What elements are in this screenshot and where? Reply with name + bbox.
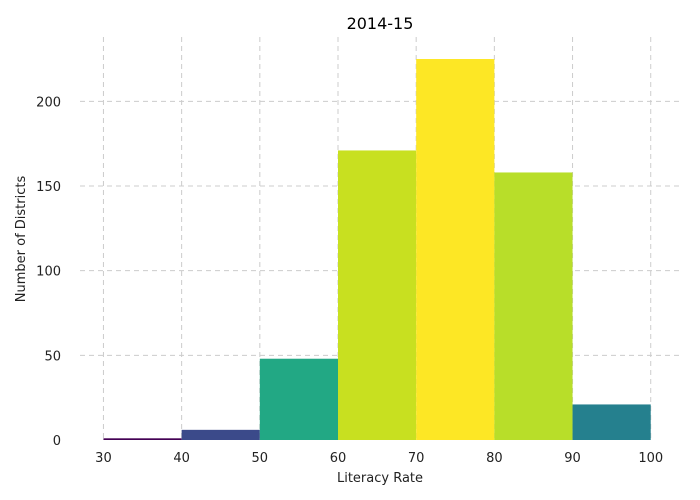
y-axis-title: Number of Districts	[14, 176, 29, 303]
histogram-bar	[338, 150, 417, 440]
x-tick-label: 80	[486, 451, 503, 466]
histogram-bar	[103, 438, 182, 440]
y-tick-label: 200	[36, 95, 61, 110]
y-tick-label: 50	[44, 349, 61, 364]
y-tick-label: 150	[36, 180, 61, 195]
chart-title: 2014-15	[347, 14, 414, 33]
histogram-bar	[494, 172, 573, 440]
x-axis-title: Literacy Rate	[337, 471, 423, 486]
y-tick-label: 100	[36, 265, 61, 280]
x-tick-label: 40	[173, 451, 190, 466]
histogram-bar	[416, 59, 495, 440]
histogram-bar	[181, 429, 260, 440]
x-tick-label: 60	[330, 451, 347, 466]
bars	[103, 59, 651, 440]
x-tick-label: 30	[95, 451, 112, 466]
histogram-bar	[572, 404, 651, 440]
x-tick-label: 100	[638, 451, 663, 466]
y-tick-label: 0	[53, 434, 61, 449]
x-tick-label: 70	[408, 451, 425, 466]
x-tick-labels: 30 40 50 60 70 80 90 100	[95, 451, 663, 466]
y-tick-labels: 0 50 100 150 200	[36, 95, 61, 449]
x-tick-label: 90	[564, 451, 581, 466]
x-tick-label: 50	[252, 451, 269, 466]
histogram-bar	[259, 358, 338, 440]
